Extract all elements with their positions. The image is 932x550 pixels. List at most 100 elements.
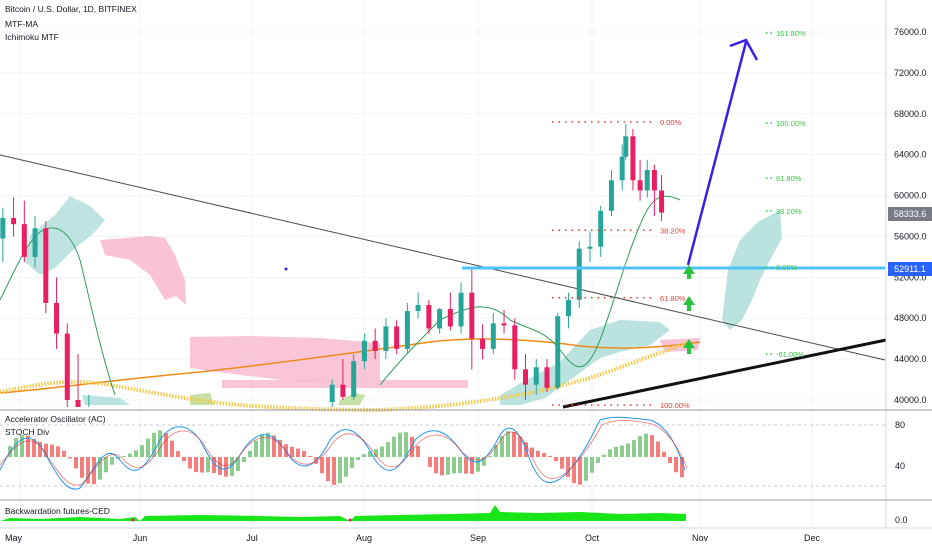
fib-level-label: -61.00% [776, 350, 804, 359]
price-axis[interactable]: 76000.0 72000.0 68000.0 64000.0 60000.0 56000… [894, 27, 927, 405]
candle [329, 379, 335, 407]
candle-body [598, 210, 604, 247]
stoch-line-red [0, 419, 688, 486]
fib-level-label: 161.80% [776, 29, 806, 38]
time-axis[interactable]: May Jun Jul Aug Sep Oct Nov Dec [5, 533, 820, 543]
time-tick-label: Sep [470, 533, 486, 543]
candle-body [54, 302, 60, 334]
stoch-line-blue [0, 416, 686, 490]
candle [32, 216, 38, 268]
oscillator-bar [476, 457, 480, 472]
oscillator-bar [656, 441, 660, 457]
candle-body [659, 190, 665, 213]
oscillator-bar [44, 443, 48, 457]
oscillator-tick: 80 [895, 420, 905, 430]
candle [644, 159, 650, 198]
green-arrow-icon [683, 296, 695, 311]
candle-body [512, 325, 518, 370]
candle [372, 328, 378, 360]
ma-yellow-line [0, 340, 691, 413]
time-tick-label: May [5, 533, 23, 543]
oscillator-bar [134, 450, 138, 457]
oscillator-tick: 40 [895, 461, 905, 471]
oscillator-bar [50, 444, 54, 457]
backwardation-pane[interactable] [0, 505, 686, 522]
oscillator-bar [608, 449, 612, 457]
candle [533, 359, 539, 395]
oscillator-bar [512, 431, 516, 457]
oscillator-bar [158, 430, 162, 457]
candle-body [404, 311, 410, 349]
candle [351, 354, 357, 400]
ascending-trendline[interactable] [562, 338, 887, 409]
candle [437, 308, 443, 334]
oscillator-bar [92, 457, 96, 485]
candle-body [361, 340, 367, 362]
candle-body [340, 384, 346, 397]
candle-body [544, 367, 550, 388]
oscillator-bar [182, 457, 186, 462]
candle-body [426, 304, 432, 329]
candle-body [619, 156, 625, 181]
oscillator-bar [542, 453, 546, 457]
candle-body [501, 323, 507, 326]
candle [501, 310, 507, 334]
oscillator-bar [230, 457, 234, 476]
time-tick-label: Aug [356, 533, 372, 543]
oscillator-bar [614, 446, 618, 457]
candle [555, 313, 561, 390]
oscillator-bar [302, 451, 306, 457]
oscillator-bar [536, 450, 540, 457]
oscillator-bar [464, 457, 468, 474]
signal-dot [284, 267, 288, 271]
last-price-badge: 58333.6 [888, 207, 932, 221]
oscillator-pane[interactable] [0, 416, 886, 490]
descending-trendline[interactable] [0, 154, 886, 361]
symbol-title[interactable]: Bitcoin / U.S. Dollar, 1D, BITFINEX [5, 4, 137, 14]
candle-body [587, 246, 593, 249]
oscillator-bar [170, 440, 174, 457]
oscillator-bar [482, 457, 486, 466]
oscillator-bar [518, 436, 522, 457]
candle-body [43, 228, 49, 303]
oscillator-bar [368, 451, 372, 457]
oscillator-bar [98, 457, 102, 480]
oscillator-bar [350, 457, 354, 469]
candle-body [480, 338, 486, 349]
oscillator-bar [386, 442, 390, 457]
oscillator-bar [554, 457, 558, 462]
oscillator-bar [26, 435, 30, 457]
price-tick-label: 76000.0 [894, 27, 927, 37]
candle [651, 164, 657, 216]
fib-level-label: 38.20% [660, 226, 686, 235]
oscillator-bar [458, 457, 462, 473]
candle-body [11, 218, 17, 225]
projection-arrow[interactable] [686, 38, 759, 266]
stoch-label[interactable]: STOCH Div [5, 427, 50, 437]
oscillator-bar [74, 457, 78, 469]
oscillator-bar [200, 457, 204, 473]
fib-level-label: 38.20% [776, 207, 802, 216]
oscillator-bar [236, 457, 240, 472]
oscillator-bar [434, 457, 438, 474]
oscillator-label[interactable]: Accelerator Oscillator (AC) [5, 414, 106, 424]
oscillator-bar [560, 457, 564, 469]
indicator-label-ichimoku[interactable]: Ichimoku MTF [5, 32, 59, 42]
backwardation-label[interactable]: Backwardation futures-CED [5, 506, 110, 516]
oscillator-bar [194, 457, 198, 472]
oscillator-bar [662, 451, 666, 457]
candle-body [637, 180, 643, 191]
oscillator-bar [416, 445, 420, 457]
candle-body [490, 323, 496, 349]
indicator-label-mtf-ma[interactable]: MTF-MA [5, 19, 39, 29]
oscillator-bar [488, 456, 492, 457]
oscillator-bar [674, 457, 678, 473]
candle [383, 318, 389, 360]
candle-body [608, 180, 614, 211]
oscillator-bar [578, 457, 582, 485]
candle-body [64, 333, 70, 400]
candle [523, 354, 529, 400]
oscillator-bar [410, 436, 414, 457]
level-price-badge: 52911.1 [888, 262, 932, 276]
